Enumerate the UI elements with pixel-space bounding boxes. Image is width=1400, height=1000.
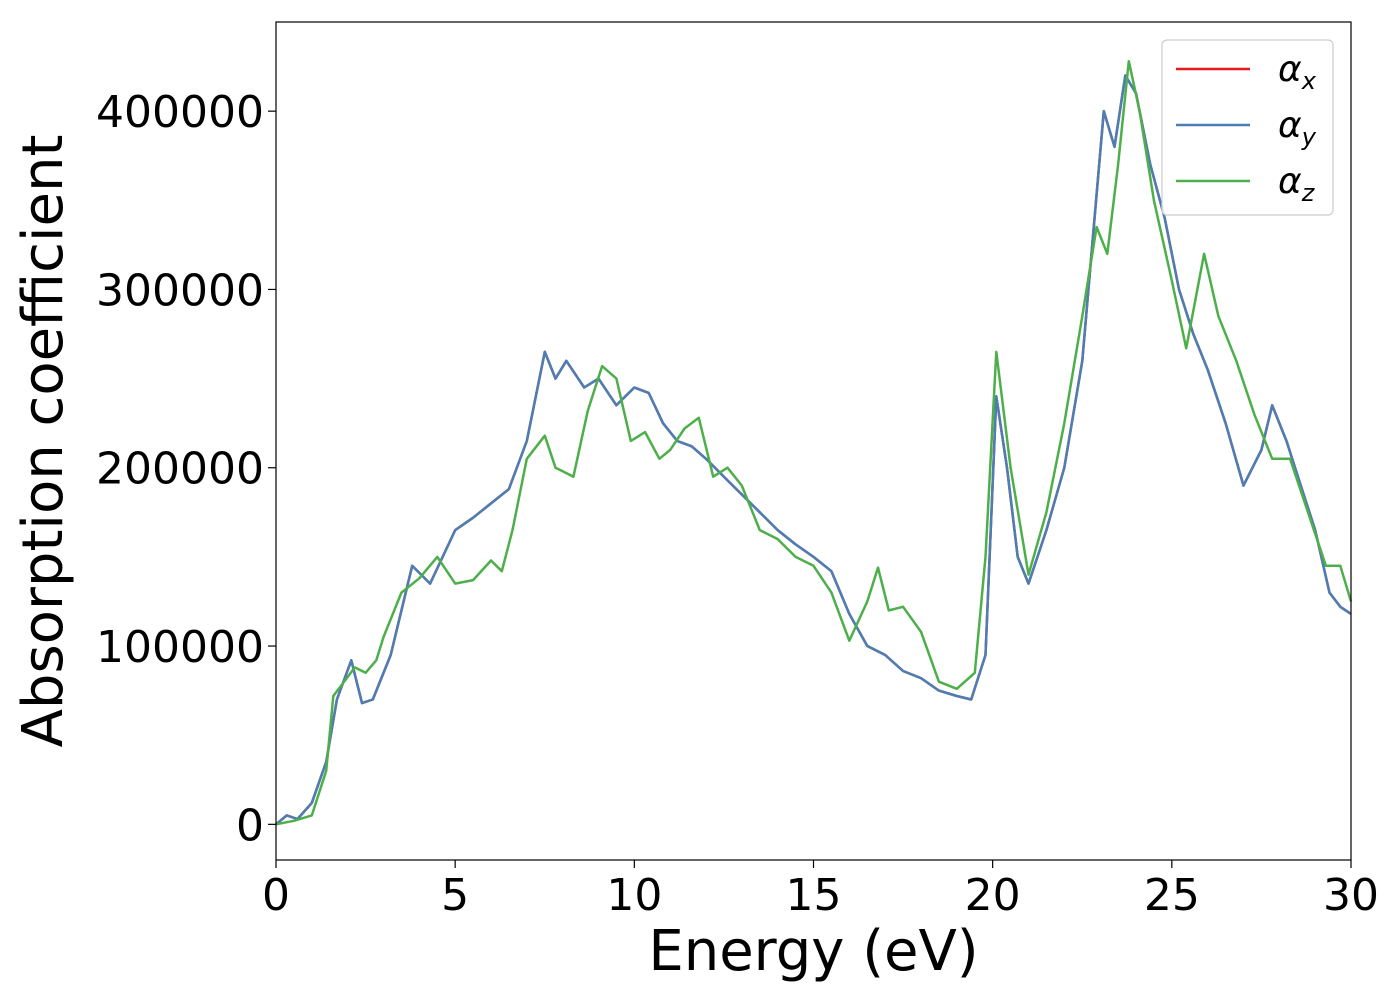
series-layer bbox=[275, 59, 1353, 826]
legend-label-alpha-x: αx bbox=[1278, 49, 1317, 95]
x-tick-label: 10 bbox=[606, 870, 662, 921]
y-axis-ticks: 0 100000 200000 300000 400000 bbox=[96, 87, 276, 851]
series-line-alpha-y bbox=[275, 74, 1352, 826]
x-tick-label: 5 bbox=[441, 870, 469, 921]
legend: αx αy αz bbox=[1161, 39, 1334, 216]
x-tick-label: 15 bbox=[786, 870, 842, 921]
x-tick-label: 25 bbox=[1144, 870, 1200, 921]
x-tick-label: 0 bbox=[262, 870, 290, 921]
legend-label-alpha-y: αy bbox=[1278, 105, 1317, 151]
y-axis-label: Absorption coefficient bbox=[11, 135, 76, 748]
y-tick-label: 200000 bbox=[96, 444, 264, 495]
y-tick-label: 300000 bbox=[96, 265, 264, 316]
x-tick-label: 30 bbox=[1323, 870, 1379, 921]
x-axis-ticks: 0 5 10 15 20 25 30 bbox=[262, 860, 1379, 921]
legend-box bbox=[1161, 39, 1334, 216]
y-tick-label: 0 bbox=[236, 800, 264, 851]
series-line-alpha-z bbox=[275, 59, 1353, 826]
x-axis-label: Energy (eV) bbox=[648, 919, 978, 984]
x-tick-label: 20 bbox=[965, 870, 1021, 921]
y-tick-label: 400000 bbox=[96, 87, 264, 138]
legend-label-alpha-z: αz bbox=[1278, 161, 1316, 207]
y-tick-label: 100000 bbox=[96, 622, 264, 673]
